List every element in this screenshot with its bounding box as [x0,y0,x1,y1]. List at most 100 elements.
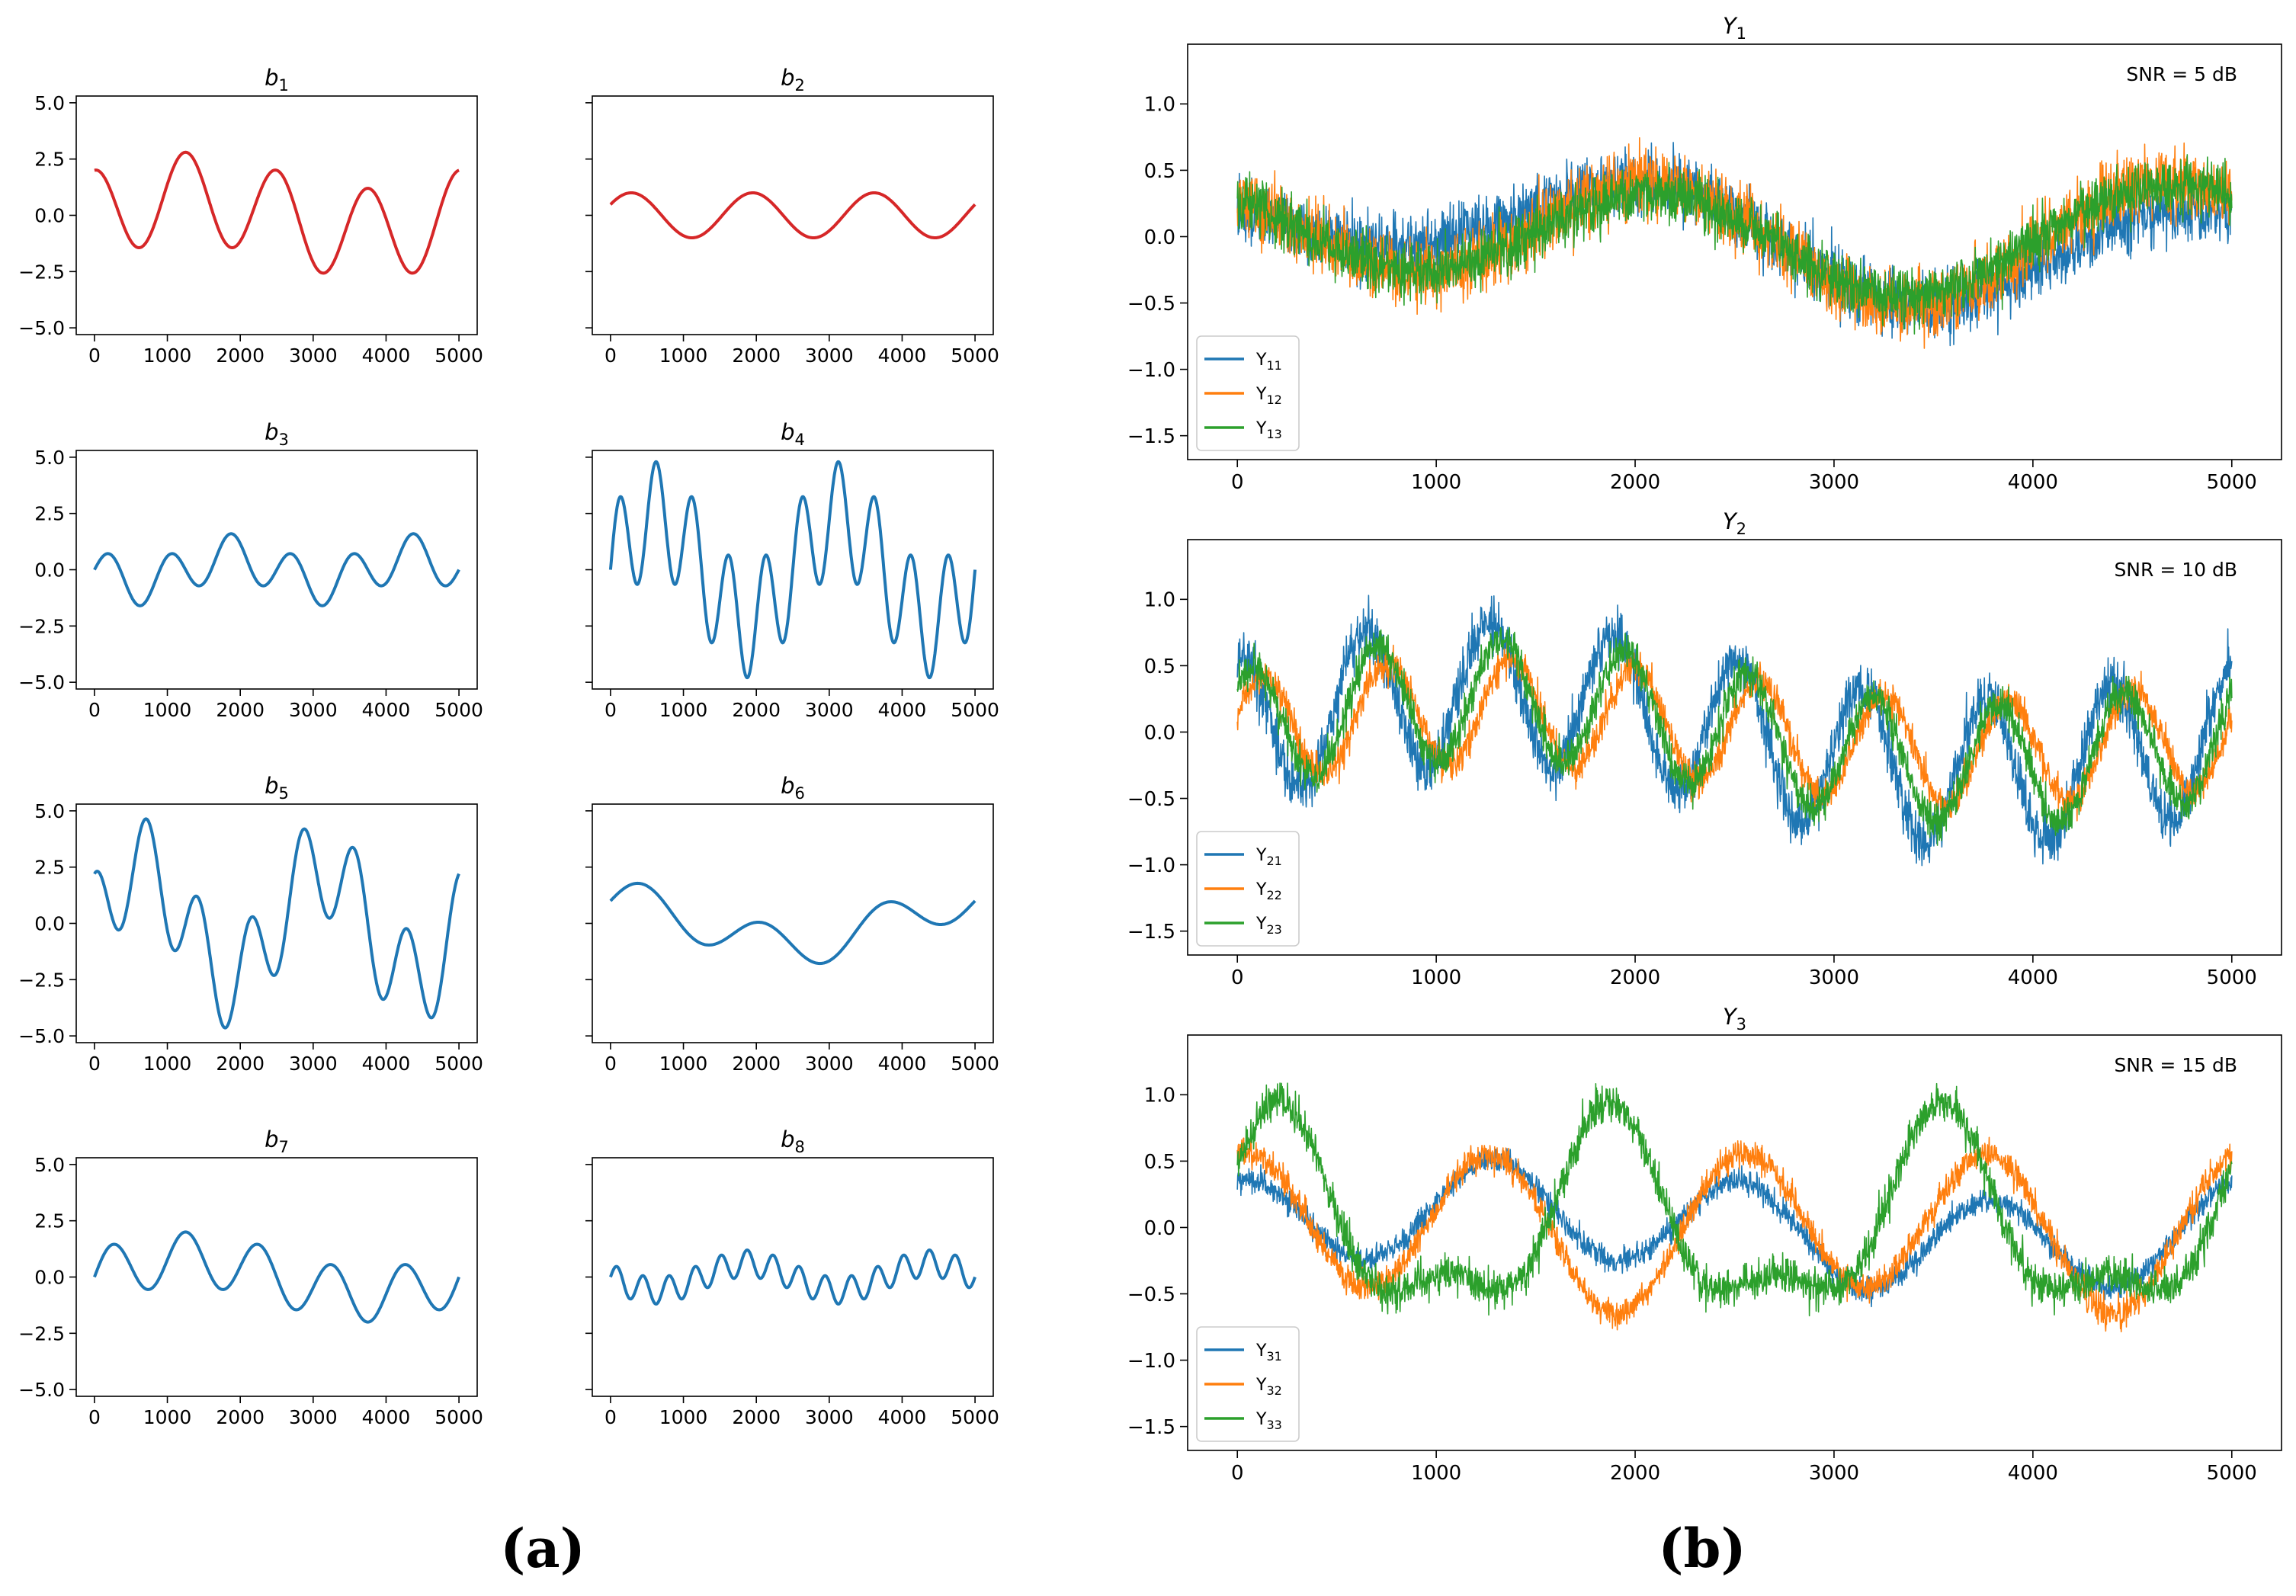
y-tick-label: −2.5 [18,1322,65,1344]
y-tick-label: 1.0 [1144,94,1175,117]
chart-Y1: Y1 0 1000 2000 3000 4000 5000 1.0 0.5 0.0 −0.5 −1.0… [1127,13,2282,494]
x-tick-label: 5000 [951,1406,999,1428]
y-tick-label: 0.0 [1144,1217,1175,1240]
y-tick-label: 2.5 [34,503,65,525]
x-tick-label: 1000 [1411,966,1461,989]
series-Y23-line [1236,627,2233,846]
x-tick-label: 4000 [362,1406,411,1428]
y-tick-label: −1.0 [1127,854,1175,877]
x-tick-label: 5000 [2207,966,2257,989]
legend-label: Y21 [1255,846,1282,868]
x-tick-label: 3000 [289,1053,338,1075]
y-tick-label: −5.0 [18,1025,65,1047]
x-tick-label: 4000 [362,699,411,721]
y-tick-label: −2.5 [18,969,65,991]
x-tick-label: 4000 [878,345,927,367]
y-tick-label: 0.0 [34,913,65,935]
chart-b3: b3 0 1000 2000 3000 4000 5000 5.0 2.5 0.0 −2.5 −5.0 [18,419,483,721]
y-tick-label: −2.5 [18,615,65,637]
y-tick-label: 0.0 [34,559,65,582]
series-Y21-line [1236,594,2233,867]
x-tick-label: 2000 [216,1053,265,1075]
series-Y13-line [1236,154,2233,335]
x-tick-label: 0 [604,345,617,367]
series-Y33-line [1236,1082,2233,1317]
x-tick-label: 3000 [289,699,338,721]
y-tick-label: −5.0 [18,317,65,339]
y-tick-label: 5.0 [34,800,65,822]
legend-label-sub: 11 [1266,358,1281,373]
x-tick-label: 0 [1231,471,1244,494]
legend-label-sub: 32 [1266,1383,1281,1398]
x-tick-label: 3000 [289,345,338,367]
x-tick-label: 1000 [1411,471,1461,494]
y-tick-label: −1.5 [1127,1416,1175,1439]
x-tick-label: 1000 [143,1053,192,1075]
legend-box [1196,335,1300,451]
x-tick-label: 5000 [2207,1462,2257,1485]
y-tick-label: 5.0 [34,447,65,469]
legend-label-sub: 12 [1266,393,1281,407]
y-tick-label: 0.0 [34,205,65,227]
legend-label-base: Y [1255,1376,1267,1395]
x-tick-label: 5000 [435,345,483,367]
legend-label: Y23 [1255,915,1282,937]
legend-label: Y22 [1255,880,1282,902]
x-tick-label: 3000 [805,1053,854,1075]
x-tick-label: 0 [1231,1462,1244,1485]
x-tick-label: 3000 [805,1406,854,1428]
x-tick-label: 3000 [1809,1462,1859,1485]
legend-label-sub: 13 [1266,427,1281,441]
x-tick-label: 0 [604,1406,617,1428]
legend-box [1196,1326,1300,1442]
x-tick-label: 2000 [1610,471,1660,494]
chart-b2: b2 0 1000 2000 3000 4000 5000 [585,65,999,367]
plots-layer: b1 0 1000 2000 3000 4000 5000 5.0 2.5 0.0 −2.5 −5.0… [18,13,2282,1485]
chart-Y2: Y2 0 1000 2000 3000 4000 5000 1.0 0.5 0.0 −0.5 −1.0… [1127,508,2282,989]
snr-annotation: SNR = 5 dB [2126,63,2237,85]
x-tick-label: 2000 [216,345,265,367]
legend-label: Y11 [1255,351,1282,373]
x-tick-label: 3000 [1809,966,1859,989]
y-tick-label: 0.0 [34,1267,65,1289]
x-tick-label: 5000 [951,345,999,367]
series-b4-line [608,460,977,680]
x-tick-label: 2000 [216,1406,265,1428]
chart-title-Y2: Y2 [1723,508,1746,538]
chart-title-b5: b5 [265,773,289,803]
x-tick-label: 1000 [659,1406,708,1428]
legend-label: Y33 [1255,1410,1282,1432]
x-tick-label: 2000 [732,1053,781,1075]
x-tick-label: 4000 [362,1053,411,1075]
legend-label-sub: 22 [1266,888,1281,902]
y-tick-label: −5.0 [18,671,65,694]
panel-a-label: (a) [500,1517,585,1580]
chart-title-b1: b1 [265,65,289,95]
x-tick-label: 5000 [2207,471,2257,494]
legend-label-base: Y [1255,915,1267,934]
x-tick-label: 4000 [2008,471,2058,494]
chart-title-b6: b6 [781,773,805,803]
x-tick-label: 1000 [1411,1462,1461,1485]
y-tick-label: 2.5 [34,149,65,171]
y-tick-label: 2.5 [34,857,65,879]
x-tick-label: 5000 [435,699,483,721]
chart-title-b2: b2 [781,65,805,95]
x-tick-label: 4000 [362,345,411,367]
x-tick-label: 4000 [2008,1462,2058,1485]
legend-label-base: Y [1255,1341,1267,1360]
x-tick-label: 4000 [878,1406,927,1428]
legend-box [1196,831,1300,947]
legend-label-base: Y [1255,419,1267,438]
x-tick-label: 2000 [732,1406,781,1428]
x-tick-label: 0 [88,1406,101,1428]
legend-label-base: Y [1255,1410,1267,1429]
y-tick-label: 2.5 [34,1210,65,1232]
chart-title-b7: b7 [265,1126,289,1156]
y-tick-label: 1.0 [1144,589,1175,612]
x-tick-label: 0 [88,345,101,367]
